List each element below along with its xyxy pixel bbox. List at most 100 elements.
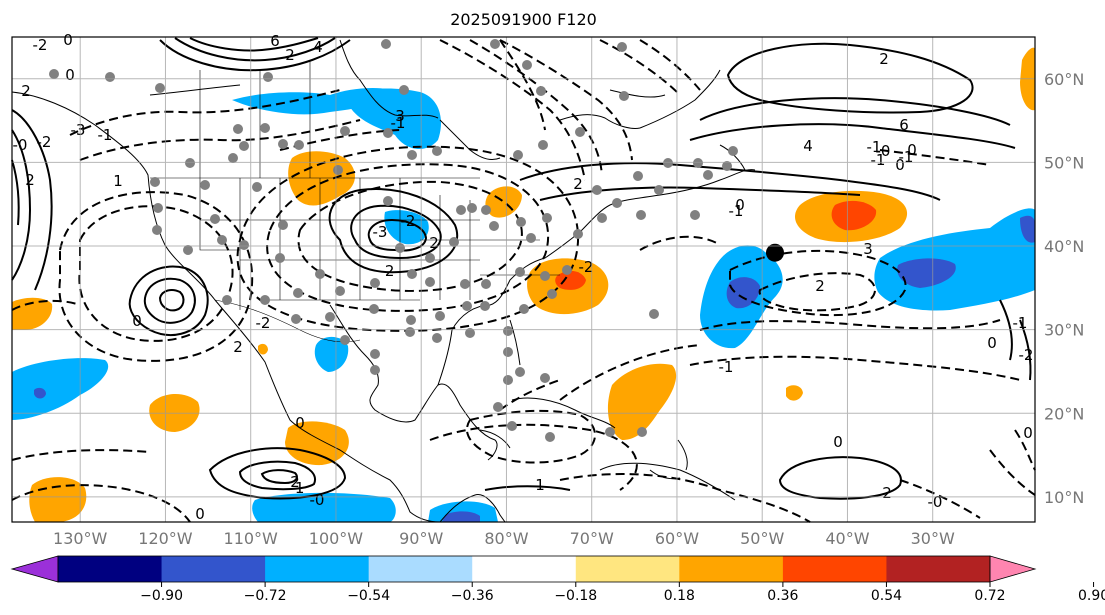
contour-lines <box>11 37 1032 500</box>
contour-value-label: -1 <box>729 202 744 220</box>
latitude-tick-label: 40°N <box>1044 237 1084 256</box>
contour-value-label: 2 <box>25 171 35 189</box>
contour-value-label: 3 <box>395 107 405 125</box>
forecast-point-marker <box>765 243 784 262</box>
contour-value-label: -2 <box>380 262 395 280</box>
contour-value-label: -1 <box>867 138 882 156</box>
contour-value-label: 0 <box>907 141 917 159</box>
orange-shade-carib <box>607 363 677 440</box>
contour-value-label: 6 <box>270 32 280 50</box>
contour-value-label: 0 <box>65 66 75 84</box>
colorbar-segment <box>679 556 784 582</box>
contour-value-label: 0 <box>1023 424 1033 442</box>
contour-value-label: -2 <box>579 258 594 276</box>
colorbar <box>10 555 1037 583</box>
longitude-tick-label: 130°W <box>53 529 108 548</box>
colorbar-tick-label: 0.36 <box>767 588 798 604</box>
colorbar-segment <box>368 556 473 582</box>
contour-value-label: 1 <box>113 172 123 190</box>
contour-value-label: 6 <box>899 116 909 134</box>
contour-value-label: 2 <box>285 46 295 64</box>
longitude-tick-label: 60°W <box>655 529 699 548</box>
contour-value-label: 0 <box>833 433 843 451</box>
colorbar-outline <box>57 555 991 583</box>
contour-value-label: 2 <box>290 473 300 491</box>
longitude-tick-label: 120°W <box>138 529 193 548</box>
contour-value-label: -1 <box>871 151 886 169</box>
latitude-labels: 10°N 20°N 30°N 40°N 50°N 60°N <box>1044 70 1084 507</box>
colorbar-tick-label: 0.18 <box>664 588 695 604</box>
colorbar-tick-label: −0.36 <box>451 588 494 604</box>
colorbar-tick-label: −0.54 <box>347 588 390 604</box>
longitude-tick-label: 80°W <box>484 529 528 548</box>
colorbar-min-extend <box>10 555 59 583</box>
colorbar-segment <box>782 556 887 582</box>
contour-value-label: 2 <box>233 338 243 356</box>
station-markers <box>49 39 738 442</box>
red-shade-atl-ne <box>831 200 877 231</box>
orange-shade-small <box>786 385 803 401</box>
contour-value-label: 1 <box>535 476 545 494</box>
blue-shade-center <box>384 210 429 245</box>
contour-value-label: 4 <box>803 137 813 155</box>
contour-value-label: 0 <box>63 31 73 49</box>
royal-shade-east2 <box>1020 215 1035 243</box>
orange-shade-sw <box>29 477 87 522</box>
map-title: 2025091900 F120 <box>450 10 597 29</box>
dashed-contour-lines <box>11 39 1036 523</box>
contour-value-label: 2 <box>573 175 583 193</box>
contour-value-label: -1 <box>1013 314 1028 332</box>
latitude-tick-label: 10°N <box>1044 488 1084 507</box>
longitude-tick-label: 30°W <box>911 529 955 548</box>
contour-value-label: -0 <box>13 136 28 154</box>
colorbar-segment <box>265 556 370 582</box>
blue-shade-south <box>252 492 396 522</box>
contour-value-label: 0 <box>295 414 305 432</box>
graticule <box>12 37 1035 522</box>
contour-value-label: -1 <box>899 148 914 166</box>
contour-value-label: 3 <box>863 240 873 258</box>
royal-shade-pacific <box>34 387 46 399</box>
coastlines <box>11 39 756 523</box>
map-frame <box>11 36 1036 523</box>
colorbar-tick-label: 0.90 <box>1078 588 1105 604</box>
contour-value-label: -3 <box>373 223 388 241</box>
contour-value-label: -1 <box>719 358 734 376</box>
contour-value-label: 2 <box>879 50 889 68</box>
latitude-tick-label: 50°N <box>1044 153 1084 172</box>
contour-value-label: -2 <box>401 212 416 230</box>
contour-value-label: -0 <box>876 142 891 160</box>
colorbar-tick-label: 0.54 <box>871 588 902 604</box>
colorbar-segment <box>161 556 266 582</box>
contour-value-label: 2 <box>882 484 892 502</box>
longitude-tick-label: 90°W <box>399 529 443 548</box>
colorbar-max-extend <box>989 555 1037 583</box>
colorbar-tick-label: −0.90 <box>140 588 183 604</box>
royal-shade-s2 <box>442 511 480 522</box>
red-shade-coast <box>555 270 586 290</box>
longitude-tick-label: 110°W <box>224 529 279 548</box>
contour-value-label: 0 <box>987 334 997 352</box>
longitude-tick-label: 100°W <box>309 529 364 548</box>
contour-value-label: 2 <box>21 82 31 100</box>
contour-value-label: -3 <box>71 121 86 139</box>
contour-value-label: -2 <box>256 314 271 332</box>
blue-shade-lakes <box>345 88 441 150</box>
colorbar-tick-label: −0.18 <box>554 588 597 604</box>
contour-value-label: -1 <box>290 479 305 497</box>
contour-value-label: -0 <box>310 491 325 509</box>
contour-value-label: 2 <box>815 277 825 295</box>
orange-shade-ne <box>485 186 522 218</box>
contour-value-label: 4 <box>313 38 323 56</box>
colorbar-tick-label: 0.72 <box>974 588 1005 604</box>
contour-value-label: -1 <box>391 114 406 132</box>
contour-value-label: 2 <box>429 234 439 252</box>
contour-value-label: 0 <box>195 505 205 523</box>
colorbar-segment <box>886 556 991 582</box>
orange-shade-plains <box>288 151 356 206</box>
longitude-tick-label: 50°W <box>740 529 784 548</box>
longitude-tick-label: 40°W <box>825 529 869 548</box>
longitude-labels: 130°W 120°W 110°W 100°W 90°W 80°W 70°W 60°W 50°W… <box>53 529 955 548</box>
